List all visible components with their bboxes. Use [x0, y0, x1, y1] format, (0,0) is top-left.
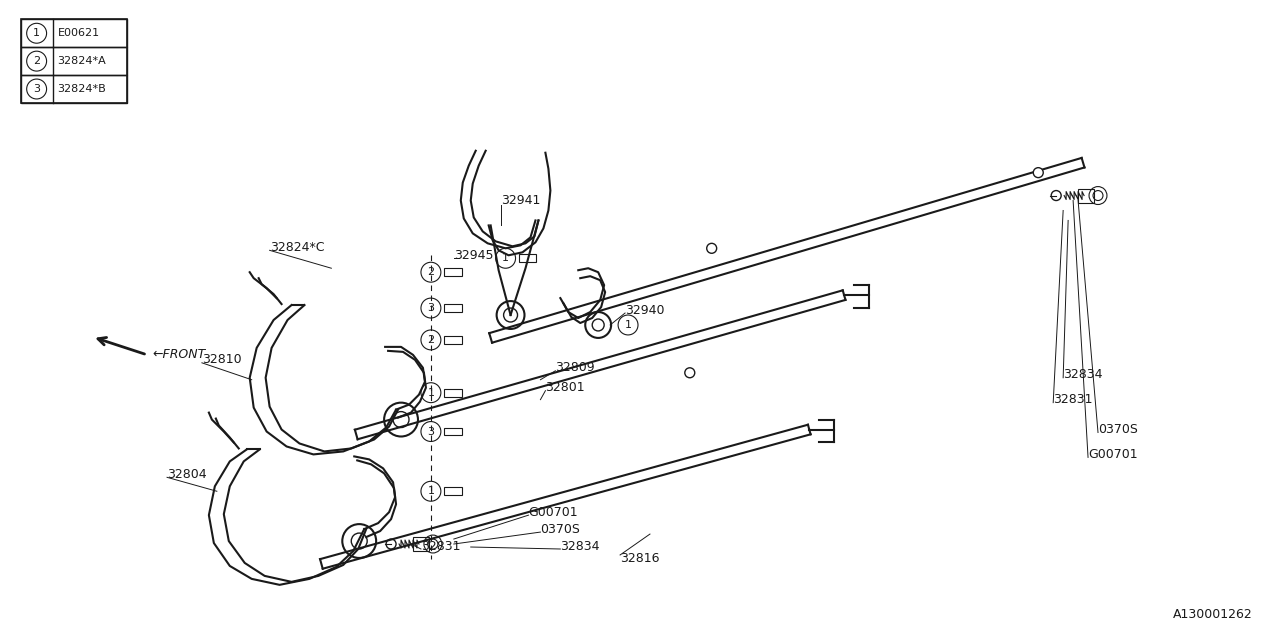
Bar [1078, 189, 1094, 202]
Bar [20, 47, 127, 75]
Bar [20, 19, 127, 103]
Text: 32831: 32831 [421, 540, 461, 552]
Bar [20, 19, 127, 47]
Text: 32824*A: 32824*A [58, 56, 106, 66]
Text: 2: 2 [33, 56, 40, 66]
Text: 32834: 32834 [561, 540, 600, 552]
Text: 32824*B: 32824*B [58, 84, 106, 94]
Text: 32804: 32804 [168, 468, 206, 481]
Bar [20, 75, 127, 103]
Text: 3: 3 [33, 84, 40, 94]
Circle shape [1033, 168, 1043, 178]
Text: 32940: 32940 [625, 303, 664, 317]
Bar [413, 537, 429, 551]
Text: 32945: 32945 [454, 249, 493, 262]
Text: E00621: E00621 [58, 28, 100, 38]
Text: 32941: 32941 [500, 194, 540, 207]
Text: 32824*C: 32824*C [270, 241, 324, 254]
Text: 32816: 32816 [620, 552, 659, 566]
Text: 1: 1 [625, 320, 631, 330]
Text: 0370S: 0370S [1098, 423, 1138, 436]
Text: 1: 1 [428, 388, 434, 397]
Text: 32831: 32831 [1053, 393, 1093, 406]
Text: 1: 1 [33, 28, 40, 38]
Text: 32834: 32834 [1064, 368, 1102, 381]
Text: 1: 1 [502, 253, 509, 263]
Text: A130001262: A130001262 [1172, 608, 1252, 621]
Circle shape [685, 368, 695, 378]
Text: G00701: G00701 [1088, 448, 1138, 461]
Text: 32809: 32809 [556, 362, 595, 374]
Text: 0370S: 0370S [540, 523, 580, 536]
Text: 3: 3 [428, 303, 434, 313]
Circle shape [707, 243, 717, 253]
Text: 2: 2 [428, 335, 434, 345]
Text: 32810: 32810 [202, 353, 242, 366]
Text: ←FRONT: ←FRONT [152, 348, 205, 362]
Text: 1: 1 [428, 486, 434, 496]
Text: 2: 2 [428, 268, 434, 277]
Text: 32801: 32801 [545, 381, 585, 394]
Text: 3: 3 [428, 426, 434, 436]
Text: G00701: G00701 [529, 506, 579, 518]
